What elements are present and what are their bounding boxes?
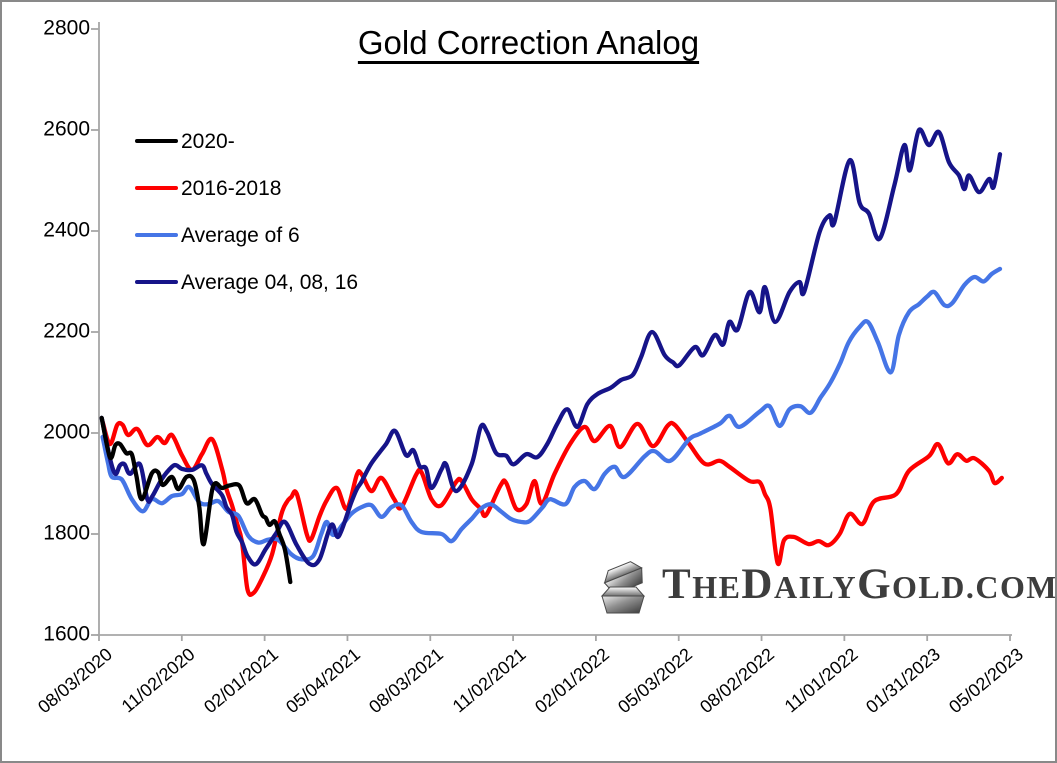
x-axis-label: 11/02/2020 xyxy=(117,644,199,717)
x-axis-label: 05/04/2021 xyxy=(282,644,365,718)
x-axis-label: 05/03/2022 xyxy=(613,644,696,718)
gold-bars-icon xyxy=(600,561,646,614)
legend-item-2020: 2020- xyxy=(135,129,235,153)
y-axis-label: 1600 xyxy=(43,622,90,646)
x-axis-label: 08/03/2021 xyxy=(365,644,448,718)
legend-label-2020: 2020- xyxy=(181,129,235,153)
wordmark-segment: T xyxy=(662,560,693,608)
x-axis-label: 02/01/2021 xyxy=(199,644,282,718)
x-axis-label: 02/01/2022 xyxy=(530,644,613,718)
wordmark-segment: D xyxy=(741,560,774,608)
legend-swatch-average-of-6 xyxy=(135,232,178,238)
wordmark-segment: HE xyxy=(692,568,742,605)
wordmark-segment: AILY xyxy=(773,568,858,605)
x-axis-label: 11/01/2022 xyxy=(780,644,862,717)
wordmark-segment: OLD xyxy=(892,568,966,605)
thedailygold-watermark: T HE D AILY G OLD .COM xyxy=(596,550,1057,618)
y-axis-label: 2400 xyxy=(43,218,90,242)
wordmark-segment: G xyxy=(857,560,893,608)
y-axis-label: 2200 xyxy=(43,319,90,343)
x-axis-label: 08/03/2020 xyxy=(33,644,116,718)
legend-label-2016-2018: 2016-2018 xyxy=(181,176,282,200)
legend-item-2016-2018: 2016-2018 xyxy=(135,176,281,200)
x-axis-label: 01/31/2023 xyxy=(862,644,945,718)
series-line-average-of-6 xyxy=(100,266,1003,562)
x-axis-label: 11/02/2021 xyxy=(449,644,530,717)
legend-swatch-average-04-08-16 xyxy=(135,279,178,285)
y-axis-label: 2600 xyxy=(43,117,90,141)
x-axis-label: 05/02/2023 xyxy=(944,644,1027,718)
legend-label-average-of-6: Average of 6 xyxy=(181,223,300,247)
wordmark-segment: .COM xyxy=(965,568,1057,605)
series-line-2020- xyxy=(99,415,293,585)
legend-swatch-2016-2018 xyxy=(135,185,178,191)
legend-label-average-04-08-16: Average 04, 08, 16 xyxy=(181,270,359,294)
legend-item-average-04-08-16: Average 04, 08, 16 xyxy=(135,270,358,294)
x-axis-label: 08/02/2022 xyxy=(696,644,779,718)
chart-title: Gold Correction Analog xyxy=(2,24,1055,62)
y-axis-label: 2000 xyxy=(43,420,90,444)
y-axis-label: 2800 xyxy=(43,16,90,40)
chart-title-text: Gold Correction Analog xyxy=(357,24,700,61)
legend-swatch-2020 xyxy=(135,138,178,144)
legend-item-average-of-6: Average of 6 xyxy=(135,223,300,247)
thedailygold-wordmark: T HE D AILY G OLD .COM xyxy=(662,560,1057,608)
y-axis-label: 1800 xyxy=(43,521,90,545)
